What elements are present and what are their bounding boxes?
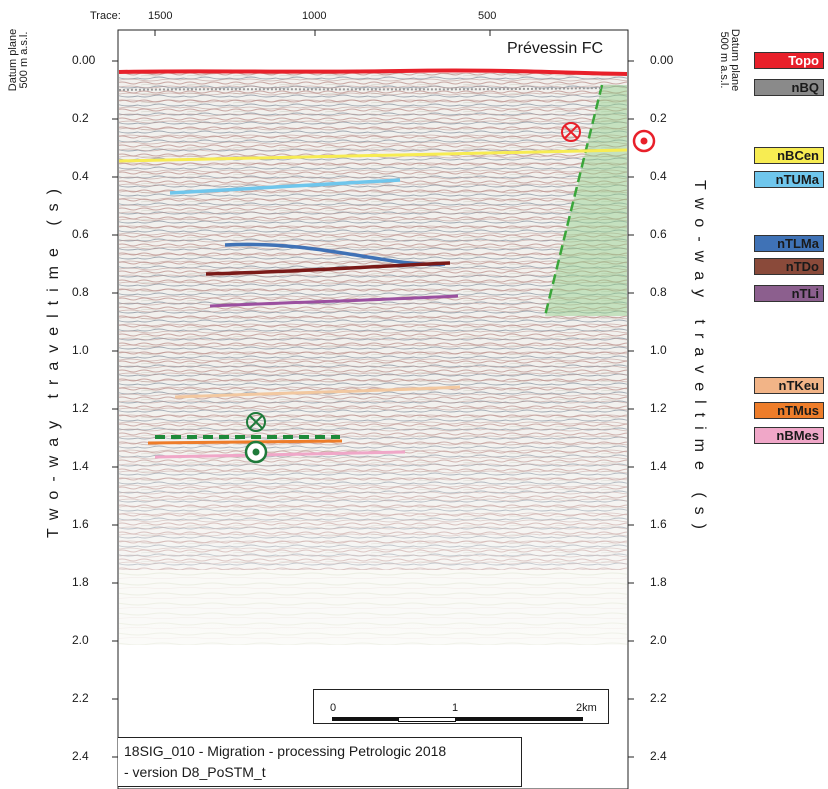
fault-label: Prévessin FC	[507, 40, 604, 57]
time-tick-label-left: 0.2	[72, 111, 89, 125]
fault-zone-fill	[545, 85, 627, 316]
time-tick-label-right: 2.0	[650, 633, 667, 647]
into-page-marker-red	[561, 122, 581, 142]
scale-tick-1: 1	[452, 702, 459, 714]
time-tick-label-left: 2.0	[72, 633, 89, 647]
time-tick-label-left: 1.2	[72, 401, 89, 415]
legend-item-ntkeu: nTKeu	[754, 377, 824, 394]
legend-item-nbmes: nBMes	[754, 427, 824, 444]
fault-line	[543, 84, 604, 317]
scale-bar: 0 1 2km	[313, 689, 609, 724]
time-tick-label-left: 1.0	[72, 343, 89, 357]
time-axis-title-right: Two-way traveltime (s)	[691, 179, 708, 539]
out-of-page-marker-green	[244, 440, 268, 464]
trace-axis-label: Trace:	[90, 10, 121, 22]
horizon-ntli	[209, 294, 459, 308]
time-tick-label-right: 0.4	[650, 169, 667, 183]
time-axis-title-left: Two-way traveltime (s)	[45, 179, 62, 539]
scale-tick-0: 0	[330, 702, 337, 714]
scale-segment-light	[398, 717, 456, 722]
section-caption: 18SIG_010 - Migration - processing Petro…	[118, 737, 522, 787]
time-tick-label-right: 1.4	[650, 459, 667, 473]
time-tick-label-right: 1.0	[650, 343, 667, 357]
legend-item-ntmus: nTMus	[754, 402, 824, 419]
time-tick-label-left: 0.6	[72, 227, 89, 241]
time-tick-label-right: 0.8	[650, 285, 667, 299]
time-tick-label-left: 0.4	[72, 169, 89, 183]
time-tick-label-right: 2.4	[650, 749, 667, 763]
time-tick-label-right: 2.2	[650, 691, 667, 705]
time-tick-label-left: 0.8	[72, 285, 89, 299]
time-tick-label-right: 0.2	[650, 111, 667, 125]
scale-tick-2: 2km	[576, 702, 597, 714]
time-tick-label-right: 1.6	[650, 517, 667, 531]
time-tick-label-left: 2.4	[72, 749, 89, 763]
time-tick-label-right: 1.8	[650, 575, 667, 589]
time-tick-label-left: 2.2	[72, 691, 89, 705]
out-of-page-marker-red	[632, 129, 656, 153]
trace-tick-label: 500	[478, 10, 497, 22]
caption-line1: 18SIG_010 - Migration - processing Petro…	[124, 743, 447, 759]
horizon-nbmes	[154, 450, 406, 459]
horizon-ntdo	[205, 261, 451, 276]
legend-item-ntdo: nTDo	[754, 258, 824, 275]
legend-item-ntuma: nTUMa	[754, 171, 824, 188]
time-tick-label-right: 0.00	[650, 53, 674, 67]
caption-line2: - version D8_PoSTM_t	[124, 764, 266, 780]
horizon-ntmus	[147, 439, 343, 445]
legend-item-topo: Topo	[754, 52, 824, 69]
time-tick-label-left: 0.00	[72, 53, 96, 67]
time-tick-label-right: 1.2	[650, 401, 667, 415]
legend-item-ntli: nTLi	[754, 285, 824, 302]
into-page-marker-green	[246, 412, 266, 432]
legend-item-nbcen: nBCen	[754, 147, 824, 164]
scale-segment-dark	[332, 717, 398, 721]
time-tick-label-left: 1.4	[72, 459, 89, 473]
trace-tick-label: 1000	[302, 10, 327, 22]
horizon-ntuma	[169, 178, 401, 195]
horizon-ntkeu	[174, 385, 461, 399]
time-tick-label-left: 1.6	[72, 517, 89, 531]
time-axis-right-ticks	[628, 60, 634, 758]
legend-item-ntlma: nTLMa	[754, 235, 824, 252]
time-tick-label-right: 0.6	[650, 227, 667, 241]
legend-item-nbq: nBQ	[754, 79, 824, 96]
time-axis-left-ticks	[112, 60, 118, 758]
scale-segment-dark	[455, 717, 583, 721]
horizon-topo	[118, 68, 628, 76]
time-tick-label-left: 1.8	[72, 575, 89, 589]
horizon-nbcen	[118, 148, 628, 163]
seismic-fade	[119, 73, 627, 645]
trace-tick-label: 1500	[148, 10, 173, 22]
